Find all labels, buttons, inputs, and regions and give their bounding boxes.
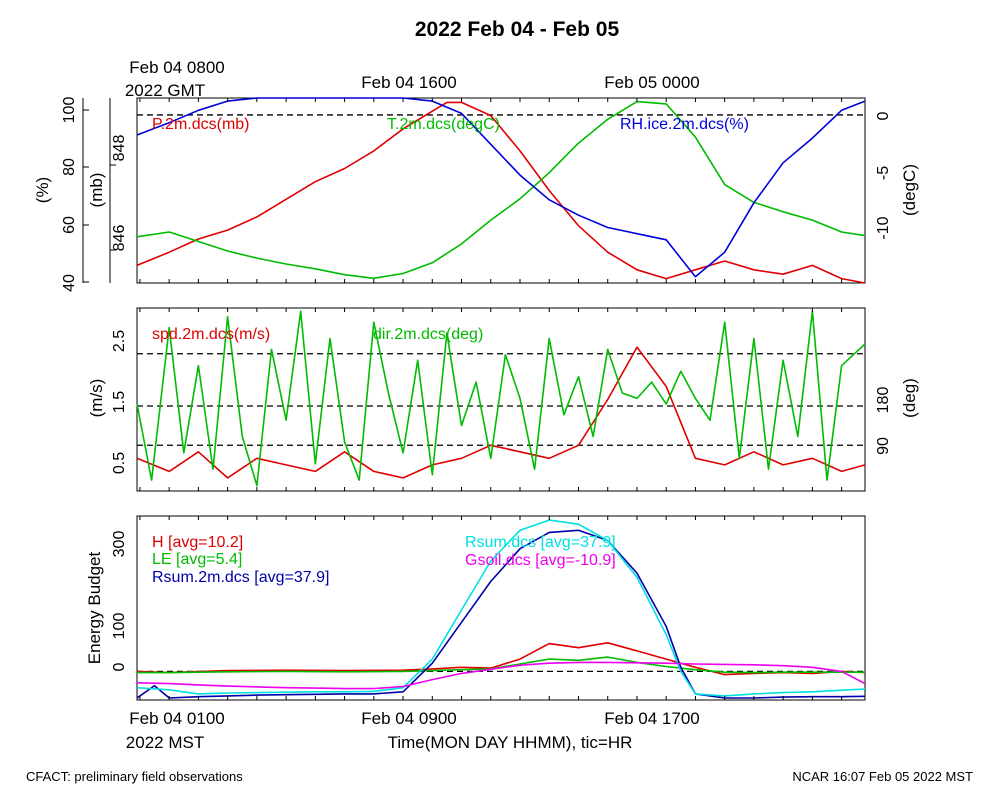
panel-middle-frame — [136, 307, 866, 492]
panel-bottom-frame — [136, 515, 866, 701]
legend-wind-direction: dir.2m.dcs(deg) — [373, 326, 483, 343]
t-tick-label: -5 — [875, 166, 892, 180]
panel-top-frame — [136, 97, 866, 284]
panel-middle-reference-lines — [137, 353, 865, 446]
legend-rh-ice: RH.ice.2m.dcs(%) — [620, 116, 749, 133]
spd-axis-label: (m/s) — [87, 379, 106, 418]
panel-top: (%) (mb) (degC) 40 60 80 100 846 848 0 -… — [33, 97, 919, 292]
series-line-spd-2m-dcs-m-s- — [136, 346, 866, 479]
legend-pressure: P.2m.dcs(mb) — [152, 116, 250, 133]
rh-tick-label: 40 — [61, 274, 78, 292]
top-time-label-3: Feb 05 0000 — [604, 73, 699, 92]
legend-gsoil: Gsoil.dcs [avg=-10.9] — [465, 552, 616, 569]
panel-bottom: Energy Budget 0 100 300 H [avg=10.2] LE … — [85, 515, 866, 701]
t-tick-label: -10 — [875, 216, 892, 239]
top-time-label-2: Feb 04 1600 — [361, 73, 456, 92]
dir-axis-label: (deg) — [900, 378, 919, 418]
footer-right: NCAR 16:07 Feb 05 2022 MST — [792, 769, 973, 784]
series-line-le-avg-5-4- — [137, 656, 865, 674]
legend-h: H [avg=10.2] — [152, 534, 243, 551]
spd-tick-label: 0.5 — [111, 452, 128, 474]
panel-top-series — [136, 97, 866, 284]
panel-middle-series — [136, 310, 866, 487]
series-line-dir-2m-dcs-deg- — [136, 310, 866, 487]
x-axis-label: Time(MON DAY HHMM), tic=HR — [388, 733, 633, 752]
t-tick-label: 0 — [875, 111, 892, 120]
spd-tick-label: 2.5 — [111, 330, 128, 352]
energy-ticks: 0 100 300 — [111, 531, 128, 672]
t-ticks: 0 -5 -10 — [875, 111, 892, 239]
footer-left: CFACT: preliminary field observations — [26, 769, 243, 784]
series-line-t-2m-dcs-degc- — [136, 100, 866, 280]
energy-tick-label: 0 — [111, 662, 128, 671]
top-time-label-1: Feb 04 0800 — [129, 58, 224, 77]
series-line-rsum-dcs-avg-37-9- — [136, 519, 866, 697]
legend-rsum-2m: Rsum.2m.dcs [avg=37.9] — [152, 569, 329, 586]
legend-rsum: Rsum.dcs [avg=37.9] — [465, 534, 616, 551]
bottom-time-label-2: Feb 04 0900 — [361, 709, 456, 728]
panel-middle: (m/s) (deg) 0.5 1.5 2.5 90 180 spd.2m.dc… — [87, 307, 919, 492]
p-axis-label: (mb) — [87, 173, 106, 208]
chart-title: 2022 Feb 04 - Feb 05 — [415, 18, 620, 41]
rh-tick-label: 60 — [61, 216, 78, 234]
rh-tick-label: 80 — [61, 158, 78, 176]
t-axis-label: (degC) — [900, 164, 919, 216]
series-line-gsoil-dcs-avg-10-9- — [136, 661, 866, 690]
rh-tick-label: 100 — [61, 97, 78, 124]
energy-axis-label: Energy Budget — [85, 551, 104, 664]
dir-ticks: 90 180 — [875, 387, 892, 455]
series-line-rh-ice-2m-dcs- — [136, 97, 866, 278]
legend-wind-speed: spd.2m.dcs(m/s) — [152, 326, 270, 343]
bottom-time-label-3: Feb 04 1700 — [604, 709, 699, 728]
dir-tick-label: 180 — [875, 387, 892, 414]
panel-bottom-series — [136, 519, 866, 699]
bottom-time-label-1: Feb 04 0100 — [129, 709, 224, 728]
x-axis-ticks — [139, 98, 843, 700]
spd-ticks: 0.5 1.5 2.5 — [111, 330, 128, 474]
p-ticks: 846 848 — [110, 135, 128, 252]
p-tick-label: 846 — [111, 225, 128, 252]
dir-tick-label: 90 — [875, 437, 892, 455]
series-line-rsum-2m-dcs-avg-37-9- — [136, 529, 866, 699]
spd-tick-label: 1.5 — [111, 391, 128, 413]
energy-tick-label: 100 — [111, 613, 128, 640]
rh-ticks: 40 60 80 100 — [61, 97, 89, 292]
series-line-p-2m-dcs-mb- — [136, 101, 866, 284]
bottom-time-sublabel: 2022 MST — [126, 733, 204, 752]
top-time-sublabel: 2022 GMT — [125, 81, 205, 100]
energy-tick-label: 300 — [111, 531, 128, 558]
rh-axis-label: (%) — [33, 177, 52, 203]
legend-le: LE [avg=5.4] — [152, 551, 242, 568]
series-line-h-avg-10-2- — [136, 641, 866, 676]
p-tick-label: 848 — [111, 135, 128, 162]
legend-temperature: T.2m.dcs(degC) — [387, 116, 500, 133]
